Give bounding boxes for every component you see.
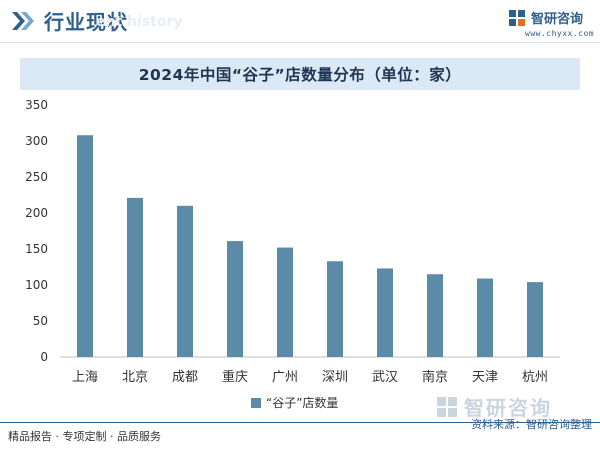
- bar: [427, 274, 443, 357]
- y-tick-label: 150: [25, 242, 48, 256]
- x-tick-label: 重庆: [222, 369, 248, 385]
- bar: [177, 205, 193, 357]
- bar: [527, 282, 543, 357]
- x-tick-label: 北京: [122, 370, 148, 385]
- watermark-logo: 智研咨询: [436, 392, 552, 421]
- x-tick-label: 杭州: [522, 370, 548, 385]
- watermark-name: 智研咨询: [464, 396, 552, 420]
- x-tick-label: 天津: [472, 370, 498, 385]
- x-tick-label: 深圳: [322, 370, 348, 385]
- logo-name: 智研咨询: [531, 12, 584, 27]
- section-header: 行业现状: [10, 6, 128, 35]
- chart-title: 2024年中国“谷子”店数量分布（单位：家）: [138, 66, 462, 84]
- header-divider: [0, 42, 600, 43]
- watermark-icon: [437, 396, 457, 417]
- y-tick-label: 350: [25, 98, 48, 112]
- bar: [227, 241, 243, 357]
- footer-source: 资料来源：智研咨询整理: [471, 418, 592, 431]
- chart-title-band: 2024年中国“谷子”店数量分布（单位：家）: [20, 58, 580, 90]
- x-tick-label: 广州: [272, 370, 298, 385]
- bar: [377, 268, 393, 357]
- bar: [127, 197, 143, 357]
- ghost-text: ent history: [96, 14, 183, 30]
- x-tick-label: 上海: [72, 370, 98, 385]
- brand-logo: 智研咨询: [508, 8, 583, 27]
- x-tick-label: 武汉: [372, 370, 398, 385]
- bar: [327, 261, 343, 357]
- bar: [77, 135, 93, 357]
- y-tick-label: 100: [25, 278, 48, 292]
- y-tick-label: 250: [25, 170, 48, 184]
- y-tick-label: 300: [25, 134, 48, 148]
- logo-url: www.chyxx.com: [525, 29, 595, 38]
- legend-swatch: [251, 398, 261, 408]
- y-tick-label: 0: [40, 350, 48, 364]
- x-tick-label: 成都: [172, 370, 198, 385]
- y-tick-label: 50: [33, 314, 48, 328]
- double-chevron-icon: [12, 11, 34, 30]
- logo-icon: [509, 9, 525, 26]
- footer-tagline: 精品报告 · 专项定制 · 品质服务: [8, 430, 161, 443]
- legend-label: “谷子”店数量: [266, 395, 338, 410]
- bar: [277, 247, 293, 357]
- top-bar: 行业现状 ent history 智研咨询 www.chyxx.com: [0, 0, 600, 42]
- section-title: 行业现状: [44, 10, 128, 34]
- bar: [477, 278, 493, 357]
- footer-divider: [0, 422, 600, 423]
- y-tick-label: 200: [25, 206, 48, 220]
- x-tick-label: 南京: [422, 369, 448, 385]
